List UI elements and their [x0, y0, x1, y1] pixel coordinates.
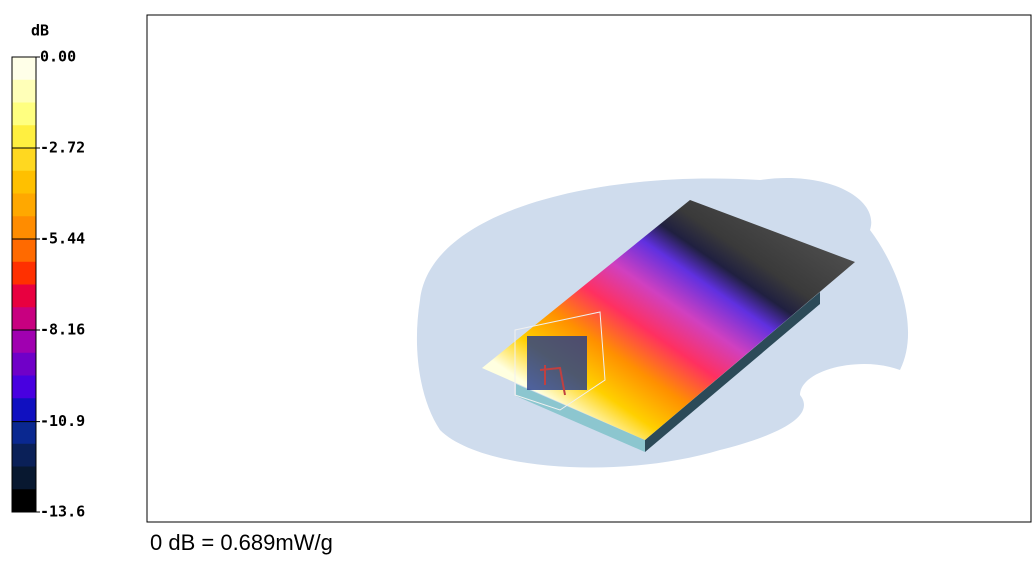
colorbar-band — [12, 57, 36, 81]
device-outline — [514, 311, 606, 411]
colorbar-band — [12, 466, 36, 490]
colorbar-band — [12, 102, 36, 126]
colorbar-band — [12, 421, 36, 445]
device — [527, 336, 587, 390]
colorbar — [11, 56, 37, 513]
colorbar-band — [12, 489, 36, 513]
colorbar-tick-label: 0.00 — [40, 48, 76, 66]
colorbar-tick-label: -13.6 — [40, 503, 85, 521]
colorbar-band — [12, 398, 36, 422]
device-outline — [539, 365, 566, 396]
colorbar-band — [12, 170, 36, 194]
phantom-side — [645, 292, 820, 452]
colorbar-band — [12, 79, 36, 103]
caption: 0 dB = 0.689mW/g — [150, 530, 333, 555]
colorbar-band — [12, 307, 36, 331]
colorbar-band — [12, 148, 36, 172]
colorbar-tick-label: -8.16 — [40, 321, 85, 339]
colorbar-band — [12, 216, 36, 240]
colorbar-tick-label: -10.9 — [40, 412, 85, 430]
colorbar-band — [12, 239, 36, 263]
colorbar-band — [12, 375, 36, 399]
colorbar-band — [12, 443, 36, 467]
phantom-side — [516, 384, 645, 452]
colorbar-band — [12, 284, 36, 308]
plot-frame — [146, 14, 1032, 523]
colorbar-band — [12, 330, 36, 354]
colorbar-band — [12, 261, 36, 285]
colorbar-tick-label: -5.44 — [40, 230, 85, 248]
colorbar-unit: dB — [31, 22, 49, 40]
colorbar-band — [12, 352, 36, 376]
colorbar-tick-label: -2.72 — [40, 139, 85, 157]
colorbar-band — [12, 125, 36, 149]
colorbar-band — [12, 193, 36, 217]
